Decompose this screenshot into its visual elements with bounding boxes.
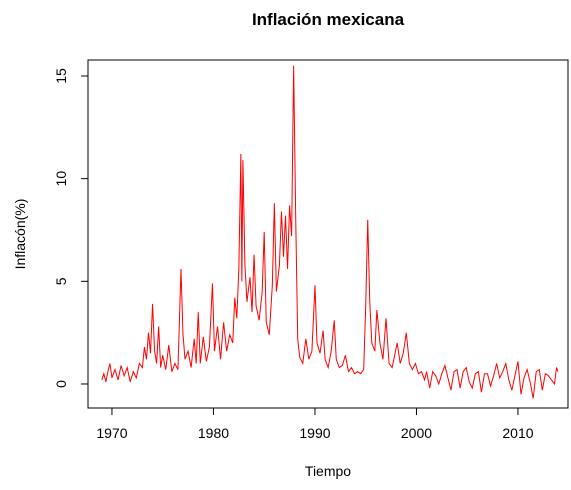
x-axis-label: Tiempo [305, 463, 351, 479]
y-tick-label: 5 [53, 277, 69, 285]
x-tick-label: 2000 [401, 425, 432, 441]
y-axis-label: Inflacón(%) [12, 199, 28, 270]
chart-title: Inflación mexicana [252, 10, 405, 29]
x-tick-label: 2010 [502, 425, 533, 441]
y-tick-label: 15 [53, 68, 69, 84]
x-tick-label: 1980 [198, 425, 229, 441]
y-tick-label: 0 [53, 380, 69, 388]
x-tick-label: 1990 [299, 425, 330, 441]
y-tick-label: 10 [53, 171, 69, 187]
x-tick-label: 1970 [96, 425, 127, 441]
data-line [101, 65, 559, 399]
